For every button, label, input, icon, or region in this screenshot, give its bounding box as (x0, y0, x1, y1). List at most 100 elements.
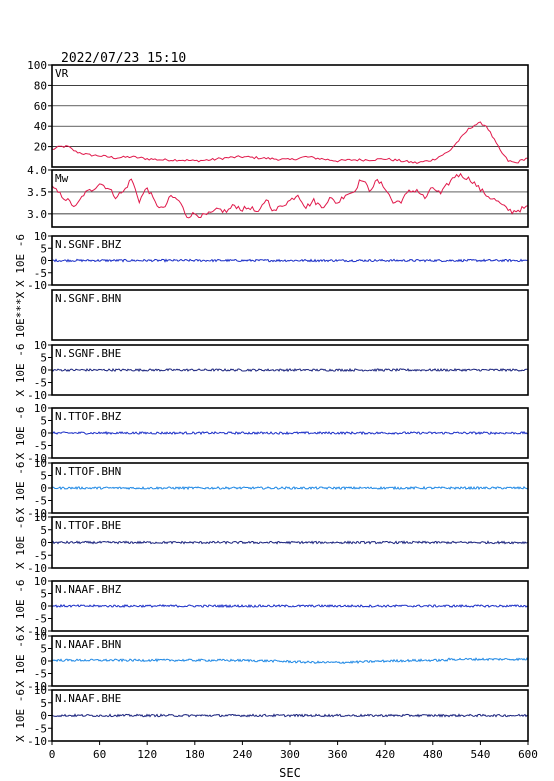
y-tick-label: -10 (27, 452, 47, 465)
y-tick-label: 5 (40, 470, 47, 483)
y-tick-label: 60 (34, 100, 47, 113)
y-tick-label: 5 (40, 242, 47, 255)
y-tick-label: 0 (40, 655, 47, 668)
naaf-bhn-trace (51, 657, 529, 665)
panel-frame (51, 635, 529, 687)
y-tick-label: 40 (34, 120, 47, 133)
sgnf-bhz-trace (51, 258, 529, 263)
y-tick-label: 0 (40, 710, 47, 723)
panel-mw: 3.0 3.5 4.0 Mw (27, 164, 529, 228)
y-tick-label: 3.5 (27, 186, 47, 199)
panel-label: N.SGNF.BHN (55, 292, 121, 305)
panel-label: N.NAAF.BHZ (55, 583, 122, 596)
y-tick-label: -10 (27, 625, 47, 638)
panel-label: N.NAAF.BHE (55, 692, 121, 705)
y-tick-label: 10 (34, 630, 47, 643)
y-tick-label: 5 (40, 697, 47, 710)
x-axis: 0 60 120 180 240 300 360 420 480 540 600 (49, 741, 538, 761)
x-tick-label: 360 (328, 748, 348, 761)
y-tick-label: -10 (27, 680, 47, 693)
panel-frame (51, 462, 529, 514)
x-tick-label: 540 (470, 748, 490, 761)
y-tick-label: 0 (40, 482, 47, 495)
y-tick-label: 10 (34, 230, 47, 243)
y-tick-label: -10 (27, 735, 47, 748)
x-tick-label: 180 (185, 748, 205, 761)
y-tick-label: 3.0 (27, 208, 47, 221)
mw-series-line (51, 172, 529, 219)
x-tick-label: 420 (375, 748, 395, 761)
naaf-bhz-trace (51, 603, 529, 609)
ttof-bhn-trace (51, 485, 529, 491)
panel-label: VR (55, 67, 69, 80)
x-tick-label: 600 (518, 748, 538, 761)
y-tick-label: 4.0 (27, 164, 47, 177)
panel-label: N.TTOF.BHZ (55, 410, 122, 423)
y-axis-label: X 10E -6 (14, 516, 27, 569)
panel-frame (51, 344, 529, 396)
vr-series-line (51, 121, 529, 164)
y-tick-label: -5 (34, 440, 47, 453)
y-axis-label: X 10E -6 (14, 234, 27, 287)
y-axis-label: X 10E -6 (14, 635, 27, 688)
x-tick-label: 120 (137, 748, 157, 761)
x-tick-label: 60 (93, 748, 106, 761)
y-tick-label: 0 (40, 427, 47, 440)
panel-frame (51, 169, 529, 228)
panel-frame (51, 289, 529, 341)
y-tick-label: 5 (40, 352, 47, 365)
panel-label: N.SGNF.BHZ (55, 238, 122, 251)
x-tick-label: 300 (280, 748, 300, 761)
y-tick-label: 5 (40, 588, 47, 601)
panel-label: N.NAAF.BHN (55, 638, 121, 651)
y-tick-label: 20 (34, 141, 47, 154)
panel-vr: 20 40 60 80 100 VR (27, 59, 529, 168)
panel-label: N.SGNF.BHE (55, 347, 121, 360)
y-tick-label: 80 (34, 79, 47, 92)
y-tick-label: 100 (27, 59, 47, 72)
panel-frame (51, 580, 529, 632)
y-tick-label: 10 (34, 684, 47, 697)
panel-frame (51, 516, 529, 569)
y-axis-label: X 10E -6 (14, 462, 27, 515)
ttof-bhe-trace (51, 540, 529, 545)
timestamp: 2022/07/23 15:10 (61, 51, 186, 66)
y-tick-label: -5 (34, 267, 47, 280)
y-tick-label: -10 (27, 279, 47, 292)
y-tick-label: -5 (34, 377, 47, 390)
y-tick-label: 10 (34, 457, 47, 470)
y-tick-label: -5 (34, 668, 47, 681)
y-tick-label: -10 (27, 507, 47, 520)
panel-frame (51, 64, 529, 168)
y-tick-label: -5 (34, 722, 47, 735)
y-tick-label: 10 (34, 575, 47, 588)
ttof-bhz-trace (51, 430, 529, 436)
x-tick-label: 240 (232, 748, 252, 761)
panel-label: N.TTOF.BHN (55, 465, 121, 478)
y-tick-label: 10 (34, 511, 47, 524)
y-tick-label: -5 (34, 495, 47, 508)
y-axis-label: X 10E -6 (14, 580, 27, 633)
y-tick-label: 10 (34, 402, 47, 415)
y-tick-label: 5 (40, 643, 47, 656)
sgnf-bhe-trace (51, 367, 529, 373)
panel-frame (51, 235, 529, 286)
y-axis-label: 10E***X (14, 291, 27, 338)
y-tick-label: 0 (40, 255, 47, 268)
panel-label: Mw (55, 172, 69, 185)
y-tick-label: 5 (40, 415, 47, 428)
y-tick-label: 0 (40, 600, 47, 613)
x-axis-label: SEC (279, 766, 301, 780)
y-tick-label: 5 (40, 524, 47, 537)
y-tick-label: -10 (27, 389, 47, 402)
x-tick-label: 480 (423, 748, 443, 761)
